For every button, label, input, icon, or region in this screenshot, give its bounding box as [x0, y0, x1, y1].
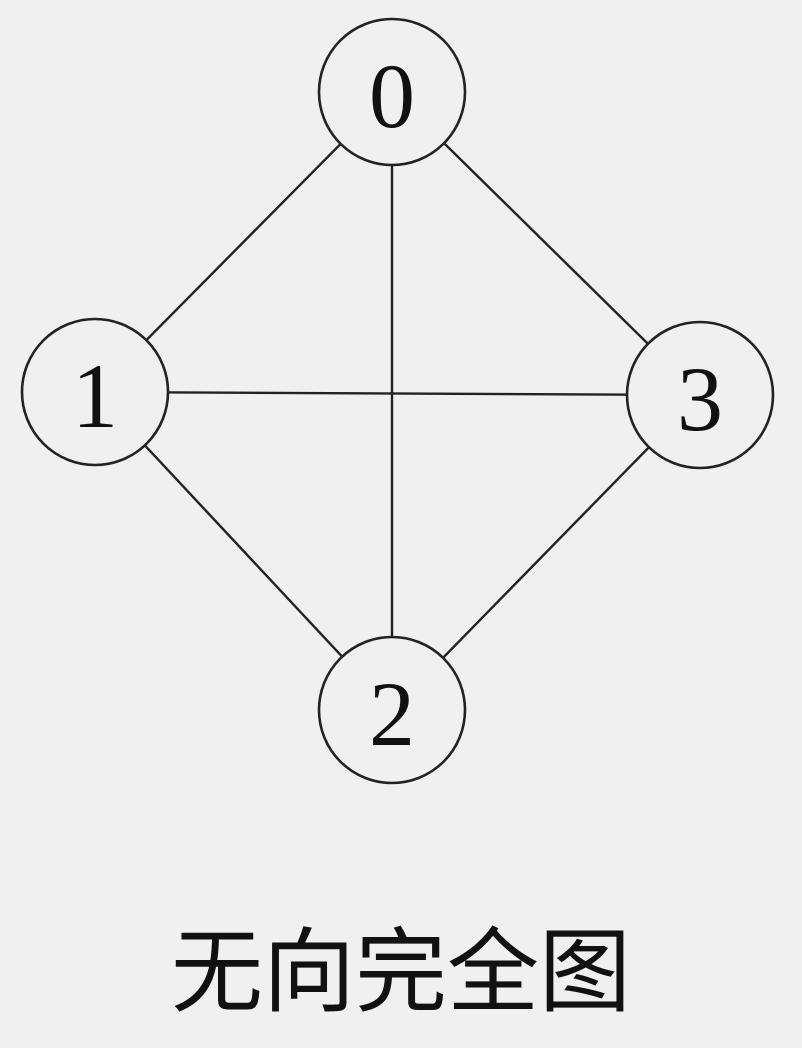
node-2: 2: [317, 635, 467, 785]
node-group: 0 1 2 3: [20, 17, 775, 785]
node-circle: [20, 317, 170, 467]
diagram-caption: 无向完全图: [170, 919, 631, 1026]
node-label: 2: [369, 663, 415, 765]
node-circle: [317, 17, 467, 167]
node-label: 3: [677, 348, 723, 450]
edge-1-3: [94, 390, 701, 397]
edge-group: [94, 91, 701, 711]
node-circle: [625, 320, 775, 470]
node-label: 1: [72, 345, 118, 447]
node-3: 3: [625, 320, 775, 470]
complete-graph-diagram: 0 1 2 3: [20, 17, 775, 785]
node-label: 0: [369, 45, 415, 147]
node-1: 1: [20, 317, 170, 467]
node-circle: [317, 635, 467, 785]
node-0: 0: [317, 17, 467, 167]
